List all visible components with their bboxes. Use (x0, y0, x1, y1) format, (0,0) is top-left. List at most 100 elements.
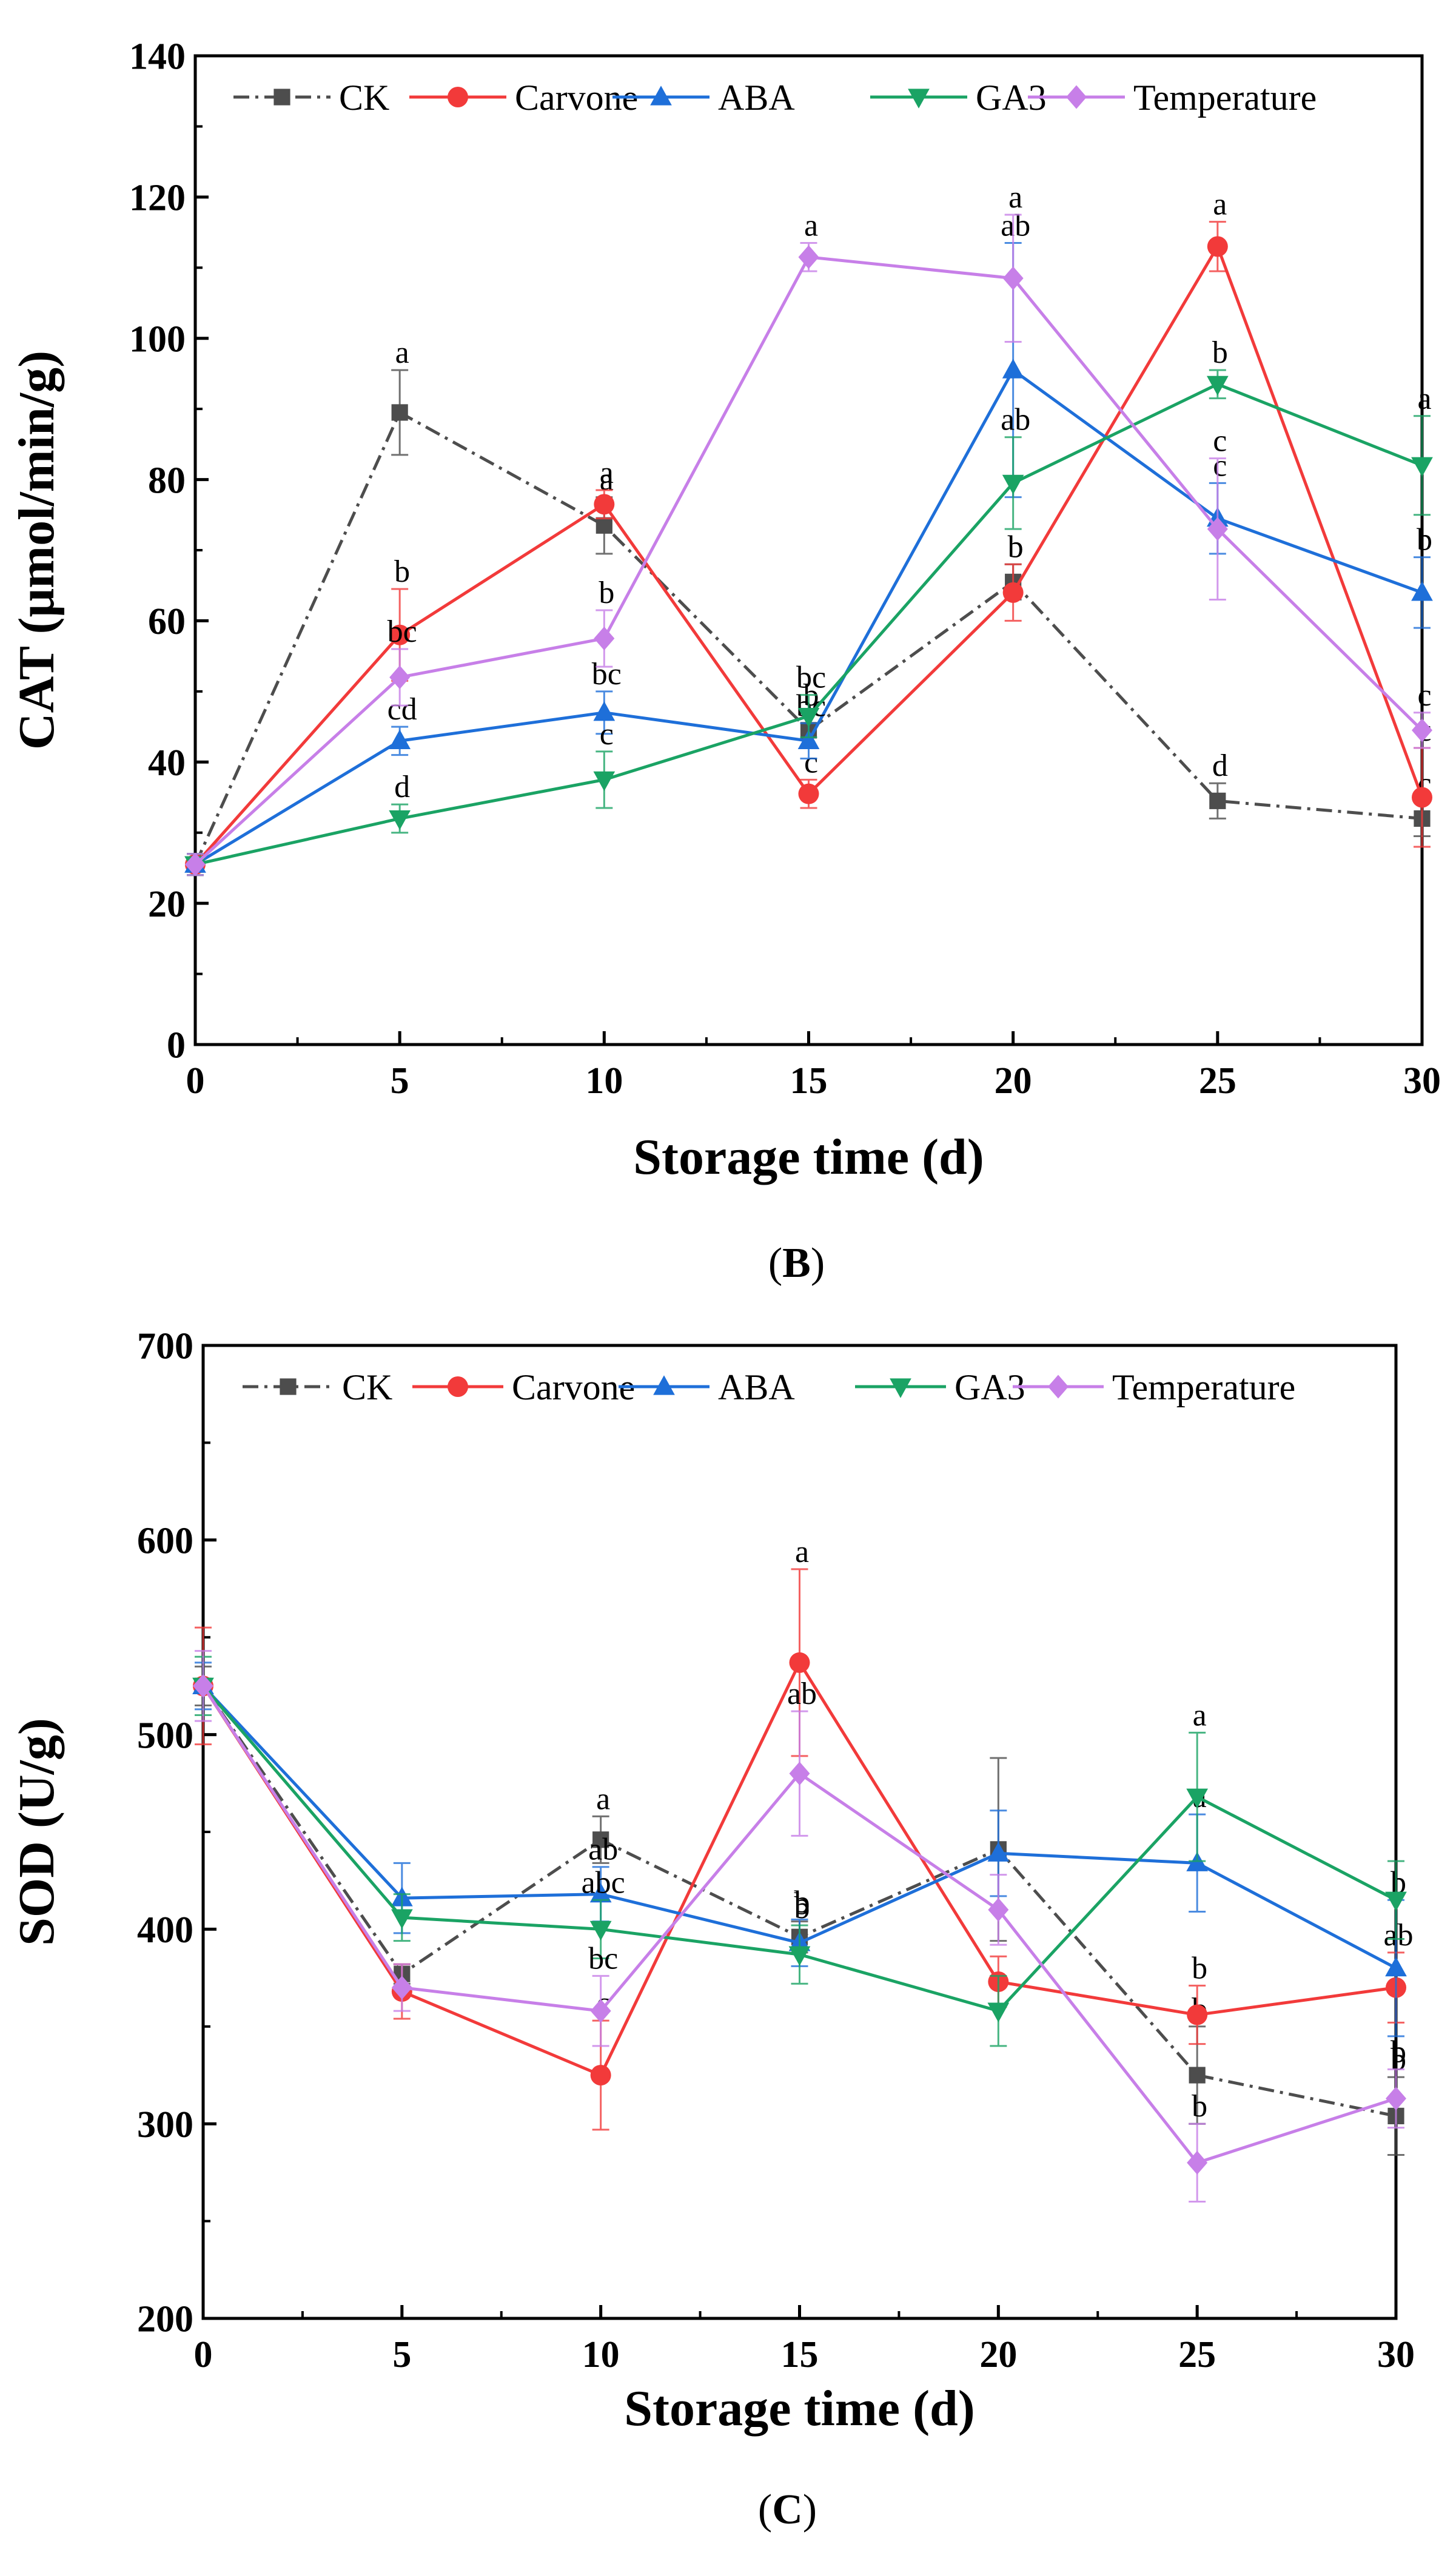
x-tick-label: 5 (392, 2334, 411, 2375)
significance-label: b (599, 576, 614, 610)
x-tick-label: 25 (1178, 2334, 1216, 2375)
x-tick-label: 15 (790, 1060, 828, 1102)
x-tick-label: 20 (995, 1060, 1032, 1102)
y-tick-label: 300 (137, 2104, 193, 2146)
data-point (590, 2065, 611, 2085)
legend-marker (1066, 85, 1087, 109)
significance-label: bc (796, 661, 826, 695)
legend-item-temperature: Temperature (1028, 78, 1317, 118)
significance-label: bc (588, 1941, 618, 1976)
legend-item-aba: ABA (619, 1367, 795, 1407)
data-point (1385, 1956, 1407, 1977)
data-point (1412, 718, 1432, 742)
significance-label: b (1391, 2042, 1406, 2077)
data-point (798, 783, 819, 804)
legend-item-aba: ABA (612, 78, 795, 118)
x-tick-label: 20 (979, 2334, 1017, 2375)
series-carvone: b a c b a c (185, 187, 1432, 877)
significance-label: d (394, 770, 410, 804)
figure-caption: (B) (768, 1240, 825, 1287)
significance-label: a (1417, 382, 1431, 416)
legend-marker (908, 89, 930, 109)
x-axis-title: Storage time (d) (633, 1129, 984, 1185)
legend-marker (890, 1378, 911, 1398)
data-point (1189, 2067, 1206, 2084)
y-tick-label: 100 (129, 318, 186, 360)
data-point (391, 1976, 412, 2000)
x-tick-label: 15 (781, 2334, 819, 2375)
legend-item-ck: CK (243, 1367, 392, 1407)
data-point (1411, 581, 1433, 601)
legend-item-ga3: GA3 (870, 78, 1047, 118)
legend-label: Temperature (1112, 1367, 1295, 1407)
data-point (1002, 474, 1024, 495)
x-tick-label: 10 (582, 2334, 620, 2375)
data-point (987, 2002, 1010, 2022)
significance-label: a (395, 335, 409, 370)
x-axis-title: Storage time (d) (624, 2380, 975, 2437)
significance-label: b (1008, 530, 1024, 564)
y-tick-label: 200 (137, 2299, 193, 2340)
data-point (589, 1920, 612, 1941)
y-tick-label: 120 (129, 178, 186, 219)
significance-label: a (1008, 180, 1022, 215)
legend-item-carvone: Carvone (409, 78, 638, 118)
significance-label: b (1192, 2089, 1207, 2124)
legend-marker (1048, 1375, 1069, 1399)
legend-marker (448, 1376, 468, 1397)
significance-label: a (1213, 187, 1227, 222)
significance-label: bc (592, 657, 622, 692)
data-point (1207, 517, 1228, 541)
data-point (594, 626, 615, 651)
significance-label: c (1213, 448, 1227, 483)
data-point (797, 708, 820, 728)
y-tick-label: 40 (148, 742, 186, 784)
legend-label: ABA (718, 1367, 795, 1407)
significance-label: b (1008, 530, 1024, 564)
data-point (789, 1762, 810, 1786)
data-point (389, 624, 411, 645)
y-tick-label: 20 (148, 884, 186, 925)
significance-label: c (1417, 678, 1431, 713)
data-point (391, 404, 408, 421)
figure-caption: (C) (758, 2486, 817, 2533)
legend-marker (280, 1378, 297, 1395)
legend-label: Carvone (512, 1367, 635, 1407)
data-point (1002, 266, 1024, 291)
data-point (1002, 358, 1024, 379)
y-tick-label: 700 (137, 1326, 193, 1367)
significance-label: c (804, 745, 818, 779)
data-point (788, 1946, 811, 1966)
significance-label: a (804, 209, 818, 243)
legend-label: Temperature (1133, 78, 1317, 118)
significance-label: b (394, 554, 410, 589)
significance-label: a (795, 1535, 809, 1569)
legend-item-ck: CK (233, 78, 389, 118)
data-point (789, 1652, 810, 1673)
data-point (987, 1842, 1010, 1862)
significance-label: ab (1383, 1918, 1413, 1953)
significance-label: ab (588, 1833, 618, 1867)
legend-marker (650, 86, 672, 106)
x-tick-label: 0 (186, 1060, 205, 1102)
data-point (798, 245, 819, 269)
y-tick-label: 400 (137, 1910, 193, 1951)
legend-marker (273, 89, 290, 106)
data-point (1209, 792, 1226, 809)
data-point (1206, 375, 1229, 396)
x-tick-label: 0 (194, 2334, 213, 2375)
significance-label: c (1213, 424, 1227, 459)
y-tick-label: 0 (167, 1025, 186, 1066)
y-axis-title: CAT (μmol/min/g) (8, 351, 65, 750)
significance-label: b (794, 1887, 810, 1922)
data-point (389, 810, 411, 830)
data-point (1187, 2004, 1208, 2025)
significance-label: a (1193, 1698, 1207, 1732)
significance-label: b (794, 1891, 810, 1925)
data-point (595, 517, 612, 534)
data-point (391, 1909, 413, 1929)
legend-label: CK (342, 1367, 392, 1407)
chart-panel-b: 0 20 40 60 80 100 120 140 0 5 10 15 20 25 30 Storage ti… (8, 36, 1441, 1287)
